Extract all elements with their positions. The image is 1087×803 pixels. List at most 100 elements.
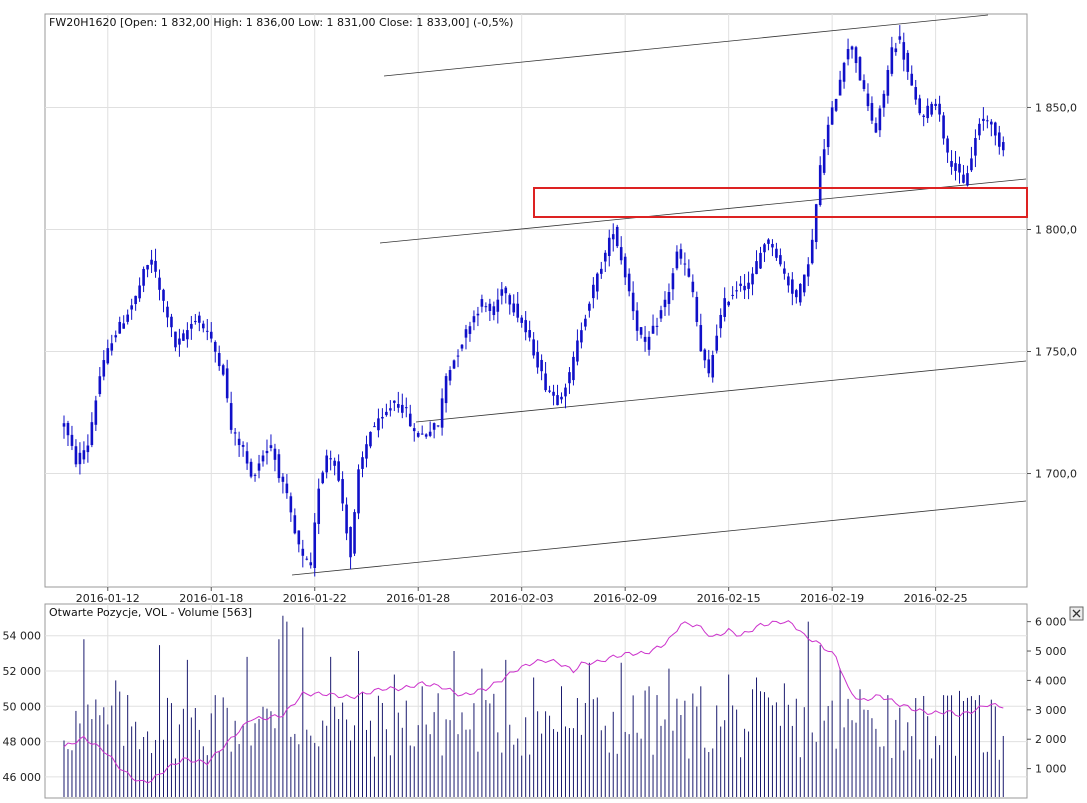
candle bbox=[90, 412, 94, 448]
candle bbox=[162, 288, 165, 313]
candle bbox=[62, 415, 66, 439]
candle bbox=[389, 400, 392, 417]
candle bbox=[826, 116, 830, 156]
price-chart-title: FW20H1620 [Open: 1 832,00 High: 1 836,00… bbox=[49, 16, 513, 29]
price-y-tick-label: 1 750,0 bbox=[1035, 346, 1077, 359]
candle bbox=[588, 301, 591, 318]
price-x-tick-label: 2016-01-22 bbox=[283, 592, 347, 605]
candle bbox=[870, 96, 874, 125]
candle bbox=[492, 301, 496, 321]
candle bbox=[659, 305, 663, 323]
price-y-tick-label: 1 700,0 bbox=[1035, 468, 1077, 481]
candle bbox=[894, 42, 898, 56]
candle bbox=[779, 248, 782, 267]
price-plot-area[interactable] bbox=[44, 13, 1028, 588]
candle bbox=[576, 329, 579, 366]
candle bbox=[572, 351, 575, 386]
candle bbox=[98, 367, 102, 397]
candle bbox=[552, 384, 555, 406]
candle bbox=[600, 261, 603, 279]
candle bbox=[651, 314, 655, 334]
volume-chart-title: Otwarte Pozycje, VOL - Volume [563] bbox=[49, 606, 252, 619]
candle bbox=[810, 228, 814, 265]
volume-tick-label: 1 000 bbox=[1035, 763, 1067, 776]
candle bbox=[603, 250, 607, 272]
candle bbox=[269, 434, 273, 452]
candle bbox=[361, 451, 364, 478]
candle bbox=[556, 384, 559, 406]
open-interest-tick-label: 54 000 bbox=[3, 630, 42, 643]
candle bbox=[707, 349, 711, 378]
candle bbox=[747, 271, 750, 300]
candle bbox=[938, 95, 941, 122]
candle bbox=[86, 434, 90, 463]
candle bbox=[516, 291, 520, 323]
candle bbox=[775, 242, 778, 261]
candle bbox=[333, 457, 336, 476]
candle bbox=[703, 348, 707, 369]
candle bbox=[890, 36, 894, 77]
candle bbox=[504, 286, 508, 304]
candle bbox=[198, 311, 201, 332]
candle bbox=[377, 408, 380, 438]
candle bbox=[70, 425, 74, 451]
price-y-axis: 1 850,0 1 800,0 1 750,0 1 700,0 bbox=[1027, 101, 1077, 481]
candle bbox=[751, 267, 754, 296]
candle bbox=[906, 50, 910, 80]
channel-line-middle-upper bbox=[379, 178, 1027, 244]
candle bbox=[858, 56, 862, 81]
candle bbox=[345, 497, 348, 541]
candle bbox=[623, 253, 627, 285]
candle bbox=[783, 261, 786, 280]
candle bbox=[568, 367, 571, 394]
candle bbox=[536, 340, 539, 374]
candle bbox=[822, 138, 826, 176]
candle bbox=[735, 281, 738, 299]
candle bbox=[886, 65, 890, 104]
candle bbox=[456, 349, 460, 368]
candle bbox=[671, 268, 675, 301]
candle bbox=[771, 239, 774, 257]
candle bbox=[950, 150, 953, 175]
candle bbox=[393, 400, 396, 412]
candle bbox=[309, 552, 313, 569]
candle bbox=[615, 224, 619, 249]
candle bbox=[237, 431, 241, 457]
price-y-tick-label: 1 850,0 bbox=[1035, 101, 1077, 114]
candle bbox=[205, 318, 209, 341]
candle bbox=[134, 295, 137, 311]
price-x-tick-label: 2016-01-18 bbox=[179, 592, 243, 605]
candle bbox=[799, 283, 802, 306]
candle bbox=[791, 272, 794, 306]
candle bbox=[528, 320, 531, 342]
candle bbox=[878, 105, 882, 138]
candle bbox=[154, 248, 157, 278]
candle bbox=[982, 107, 985, 131]
candle bbox=[480, 294, 484, 313]
candle bbox=[158, 269, 161, 301]
open-interest-tick-label: 52 000 bbox=[3, 665, 42, 678]
candlestick-series bbox=[62, 25, 1005, 577]
close-panel-button[interactable] bbox=[1069, 606, 1084, 621]
candle bbox=[544, 362, 547, 393]
candle bbox=[524, 311, 527, 341]
price-x-tick-label: 2016-01-28 bbox=[386, 592, 450, 605]
volume-plot-area[interactable] bbox=[44, 603, 1028, 799]
candle bbox=[297, 530, 301, 553]
candle bbox=[846, 38, 850, 66]
candle bbox=[675, 245, 679, 271]
candle bbox=[424, 433, 428, 439]
candle bbox=[970, 146, 973, 173]
price-x-tick-label: 2016-02-09 bbox=[593, 592, 657, 605]
candle bbox=[301, 539, 305, 568]
candle bbox=[818, 156, 822, 207]
candle bbox=[146, 264, 149, 278]
candle bbox=[647, 331, 651, 356]
candle bbox=[357, 464, 360, 520]
candle bbox=[202, 320, 205, 333]
candle bbox=[225, 359, 229, 403]
volume-panel: Otwarte Pozycje, VOL - Volume [563] 54 0… bbox=[3, 603, 1084, 799]
candle bbox=[958, 156, 961, 184]
candle bbox=[293, 508, 297, 535]
